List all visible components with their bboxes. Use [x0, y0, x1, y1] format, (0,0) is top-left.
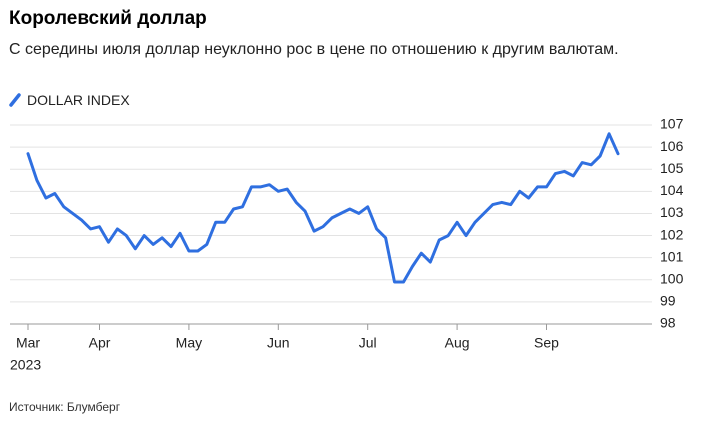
chart-title: Королевский доллар	[9, 8, 207, 29]
legend: DOLLAR INDEX	[9, 92, 130, 108]
x-tick-label: Jun	[267, 335, 290, 351]
y-tick-label: 101	[660, 248, 684, 264]
x-tick-label: Jul	[359, 335, 377, 351]
y-tick-label: 103	[660, 204, 684, 220]
y-tick-label: 102	[660, 226, 684, 242]
x-tick-label: Aug	[445, 335, 470, 351]
chart-subtitle: С середины июля доллар неуклонно рос в ц…	[9, 41, 619, 58]
x-tick-label: May	[176, 335, 202, 351]
y-tick-label: 106	[660, 138, 684, 154]
source: Источник: Блумберг	[9, 400, 121, 414]
x-year-label: 2023	[10, 357, 41, 373]
y-tick-label: 98	[660, 315, 676, 331]
x-tick-label: Apr	[89, 335, 111, 351]
legend-label: DOLLAR INDEX	[27, 92, 130, 108]
chart: 98 99 100 101 102 103 104 105 106 107 Mar Apr May Jun…	[10, 116, 684, 373]
data-line	[26, 132, 620, 284]
x-tick-label: Sep	[534, 335, 559, 351]
legend-swatch	[9, 93, 21, 107]
x-tick-label: Mar	[16, 335, 40, 351]
y-tick-label: 107	[660, 116, 684, 132]
y-tick-label: 104	[660, 182, 684, 198]
y-tick-label: 100	[660, 270, 684, 286]
y-tick-label: 99	[660, 293, 676, 309]
y-tick-label: 105	[660, 160, 684, 176]
